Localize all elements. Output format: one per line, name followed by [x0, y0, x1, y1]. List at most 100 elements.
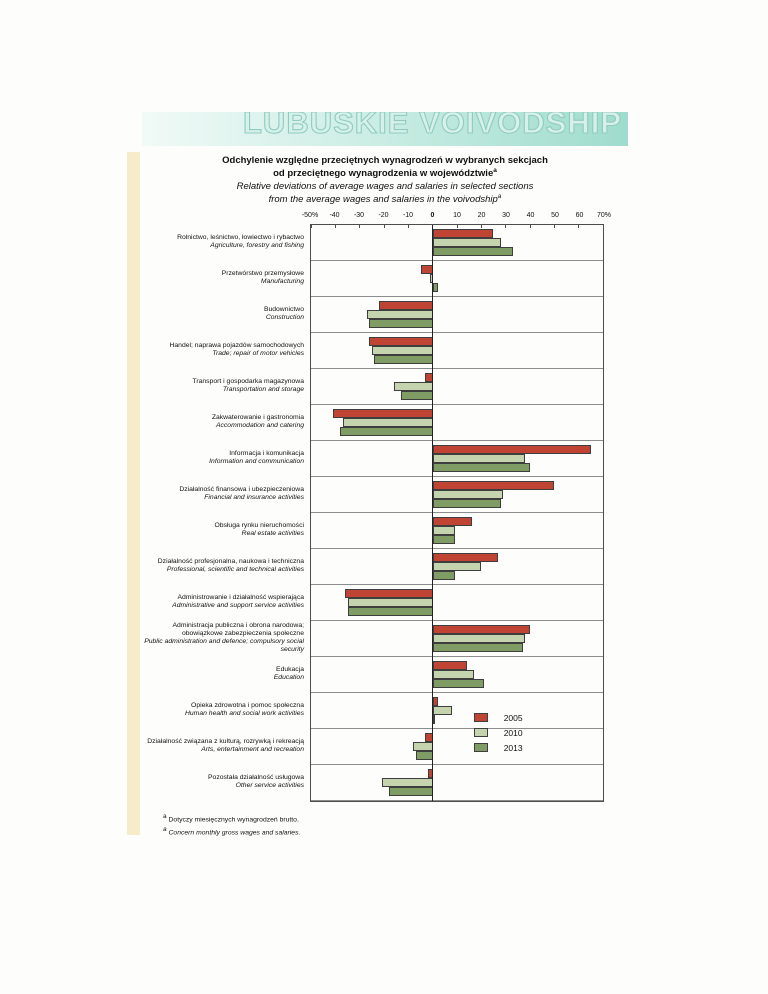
- category-bar-row: [311, 333, 603, 369]
- bar-2013: [340, 427, 433, 436]
- category-label-en: Professional, scientific and technical a…: [166, 566, 304, 573]
- footnotes: a Dotyczy miesięcznych wynagrodzeń brutt…: [163, 812, 300, 838]
- deviation-bar-chart: -50% -40 -30 -20 -10 0 10 20 30 40 50 60 70% Rolnict…: [140, 211, 611, 802]
- category-bar-row: [311, 513, 603, 549]
- category-label-en: Real estate activities: [241, 530, 304, 537]
- bar-2005: [432, 229, 494, 238]
- bar-2010: [432, 670, 475, 679]
- category-label-pl: Budownictwo: [263, 305, 304, 313]
- bar-2013: [432, 463, 530, 472]
- category-label: Obsługa rynku nieruchomości Real estate a…: [140, 512, 310, 548]
- category-label-en: Administrative and support service activ…: [172, 602, 304, 609]
- bar-2013: [432, 283, 438, 292]
- bar-2013: [432, 715, 436, 724]
- bar-2005: [432, 517, 472, 526]
- category-bar-row: [311, 225, 603, 261]
- bar-2013: [415, 751, 433, 760]
- category-label-en: Construction: [265, 314, 304, 321]
- category-bar-row: [311, 585, 603, 621]
- bar-2005: [432, 445, 591, 454]
- bar-2010: [432, 490, 504, 499]
- chart-title-pl-line2: od przeciętnego wynagrodzenia w wojewódz…: [150, 167, 620, 181]
- x-axis-tick-label: -30: [353, 212, 365, 219]
- category-label: Transport i gospodarka magazynowa Transpo…: [140, 368, 310, 404]
- bar-2005: [379, 301, 433, 310]
- category-label: Działalność związana z kulturą, rozrywką…: [140, 728, 310, 764]
- zero-axis-line: [432, 225, 434, 801]
- category-label-en: Manufacturing: [260, 278, 304, 285]
- category-label-pl: Handel; naprawa pojazdów samochodowych: [169, 341, 304, 349]
- x-axis-tick-mark: [334, 225, 336, 228]
- category-label-en: Agriculture, forestry and fishing: [210, 242, 304, 249]
- legend-swatch-2013: [473, 743, 488, 752]
- chart-title-en-line2-text: from the average wages and salaries in t…: [268, 194, 498, 206]
- category-label: Edukacja Education: [140, 656, 310, 692]
- category-bar-row: [311, 441, 603, 477]
- voivodship-header-title: LUBUSKIE VOIVODSHIP: [242, 112, 622, 141]
- category-bar-row: [311, 765, 603, 801]
- chart-title-block: Odchylenie względne przeciętnych wynagro…: [150, 155, 620, 207]
- category-label-en: Financial and insurance activities: [204, 494, 304, 501]
- category-label: Administracja publiczna i obrona narodow…: [140, 620, 310, 656]
- bar-2010: [432, 238, 501, 247]
- bar-2005: [432, 697, 438, 706]
- footnote-en: a Concern monthly gross wages and salari…: [163, 825, 300, 838]
- legend-item-2005: 2005: [473, 710, 523, 725]
- legend-item-2010: 2010: [473, 725, 523, 740]
- category-label-en: Transportation and storage: [222, 386, 304, 393]
- category-bar-row: [311, 405, 603, 441]
- title-footnote-marker: a: [493, 167, 497, 175]
- category-label: Zakwaterowanie i gastronomia Accommodatio…: [140, 404, 310, 440]
- legend-item-2013: 2013: [473, 740, 523, 755]
- category-label-en: Human health and social work activities: [184, 710, 304, 717]
- x-axis-tick-label: 20: [477, 212, 486, 219]
- bar-2010: [432, 634, 526, 643]
- category-bar-row: [311, 369, 603, 405]
- bar-2013: [432, 247, 513, 256]
- x-axis-tick-mark: [456, 225, 458, 228]
- title-footnote-marker-en: a: [497, 193, 502, 201]
- category-label-pl: Administracja publiczna i obrona narodow…: [172, 621, 304, 637]
- category-label: Informacja i komunikacja Information and …: [140, 440, 310, 476]
- bar-2005: [345, 589, 433, 598]
- bar-2010: [432, 706, 453, 715]
- legend-swatch-2010: [473, 728, 488, 737]
- bar-2010: [393, 382, 433, 391]
- x-axis-tick-mark: [383, 225, 385, 228]
- category-label-en: Other service activities: [235, 782, 304, 789]
- bar-2005: [332, 409, 433, 418]
- category-bar-row: [311, 621, 603, 657]
- x-axis-tick-mark: [529, 225, 531, 228]
- category-label-pl: Działalność finansowa i ubezpieczeniowa: [179, 485, 304, 493]
- bar-2010: [413, 742, 433, 751]
- category-label: Handel; naprawa pojazdów samochodowych Tr…: [140, 332, 310, 368]
- category-label-pl: Pozostała działalność usługowa: [208, 773, 304, 781]
- bar-2013: [347, 607, 433, 616]
- legend-label-2013: 2013: [503, 742, 523, 753]
- category-label-en: Trade; repair of motor vehicles: [212, 350, 304, 357]
- category-label-pl: Administrowanie i działalność wspierając…: [177, 593, 304, 601]
- x-axis: -50% -40 -30 -20 -10 0 10 20 30 40 50 60 70%: [302, 211, 611, 224]
- category-label-pl: Obsługa rynku nieruchomości: [214, 521, 304, 529]
- category-label-pl: Opieka zdrowotna i pomoc społeczna: [191, 701, 304, 709]
- x-axis-tick-label: 10: [453, 212, 461, 219]
- category-label-en: Education: [273, 674, 304, 681]
- category-label-pl: Przetwórstwo przemysłowe: [221, 269, 304, 277]
- chart-title-pl-line2-text: od przeciętnego wynagrodzenia w wojewódz…: [273, 168, 494, 180]
- chart-title-pl-line1: Odchylenie względne przeciętnych wynagro…: [222, 155, 548, 166]
- bar-2010: [432, 562, 482, 571]
- x-axis-tick-mark: [505, 225, 507, 228]
- bar-2013: [432, 535, 455, 544]
- plot-area: [310, 224, 604, 802]
- category-label-en: Information and communication: [209, 458, 304, 465]
- category-label-en: Accommodation and catering: [215, 422, 304, 429]
- bar-2010: [347, 598, 433, 607]
- category-bar-row: [311, 729, 603, 765]
- bar-2013: [401, 391, 433, 400]
- x-axis-tick-mark: [578, 225, 580, 228]
- chart-legend: 2005 2010 2013: [473, 710, 523, 755]
- category-label: Działalność finansowa i ubezpieczeniowa F…: [140, 476, 310, 512]
- category-label-pl: Transport i gospodarka magazynowa: [192, 377, 304, 385]
- x-axis-tick-label: 70%: [596, 212, 612, 219]
